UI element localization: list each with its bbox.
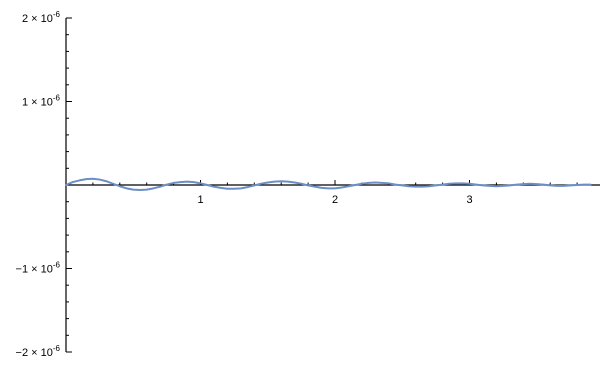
series-layer — [65, 177, 592, 192]
x-tick-label: 1 — [197, 194, 203, 206]
x-tick-label: 3 — [466, 194, 472, 206]
axes: 1 2 3 2 × 10-6 1 × 10-6 −1 × 10-6 −2 × 10-6 — [16, 10, 600, 359]
y-tick-label: 2 × 10-6 — [22, 10, 61, 25]
x-tick-label: 2 — [332, 194, 338, 206]
y-tick-label: −2 × 10-6 — [16, 344, 61, 359]
y-tick-label: 1 × 10-6 — [22, 94, 61, 109]
series-line-1 — [65, 177, 592, 192]
y-tick-label: −1 × 10-6 — [16, 261, 61, 276]
tick-labels: 1 2 3 2 × 10-6 1 × 10-6 −1 × 10-6 −2 × 10-6 — [16, 10, 473, 359]
